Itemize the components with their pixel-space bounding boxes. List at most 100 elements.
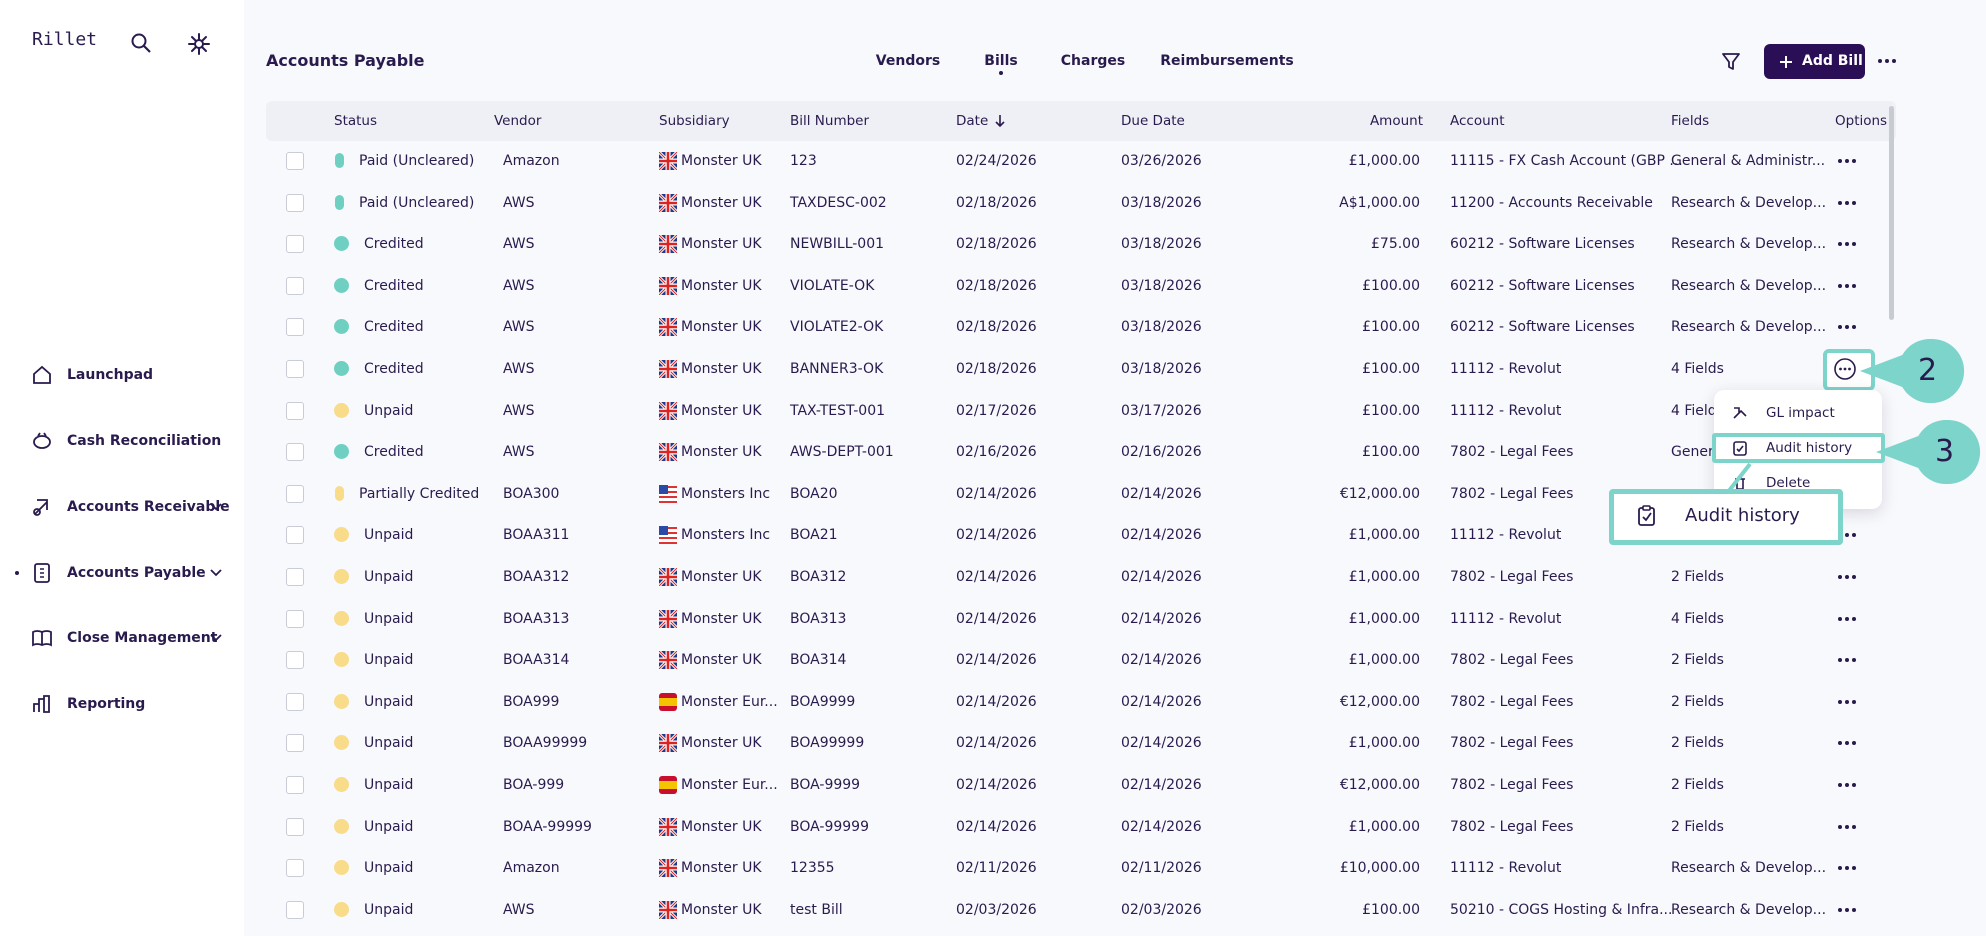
nav-item[interactable]: Launchpad xyxy=(67,367,154,383)
row-checkbox[interactable] xyxy=(286,817,304,836)
bill-number[interactable]: BOA313 xyxy=(790,610,847,627)
subsidiary: Monsters Inc xyxy=(681,527,771,544)
options-button[interactable] xyxy=(1836,319,1858,335)
bill-number[interactable]: BOA314 xyxy=(790,652,847,669)
row-checkbox[interactable] xyxy=(286,276,304,295)
options-button[interactable] xyxy=(1836,569,1858,585)
bill-number[interactable]: BOA-9999 xyxy=(790,777,861,793)
row-checkbox[interactable] xyxy=(286,484,304,503)
sparkle-icon[interactable] xyxy=(187,32,211,56)
bill-number[interactable]: TAXDESC-002 xyxy=(790,194,887,211)
nav-item[interactable]: Close Management xyxy=(67,630,218,646)
column-header[interactable]: Vendor xyxy=(494,113,542,129)
subsidiary: Monster UK xyxy=(681,860,762,877)
column-header[interactable]: Account xyxy=(1450,113,1505,129)
bill-number[interactable]: test Bill xyxy=(790,901,843,918)
bill-number[interactable]: VIOLATE-OK xyxy=(790,277,875,294)
column-header[interactable]: Amount xyxy=(1369,113,1423,129)
options-button[interactable] xyxy=(1836,777,1858,793)
row-checkbox[interactable] xyxy=(286,360,304,378)
tab[interactable]: Bills xyxy=(984,53,1018,69)
subsidiary: Monster UK xyxy=(681,735,762,752)
row-checkbox[interactable] xyxy=(286,235,304,254)
nav-item[interactable]: Reporting xyxy=(67,696,146,712)
row-checkbox[interactable] xyxy=(286,526,304,545)
chevron[interactable] xyxy=(209,567,223,579)
status: Unpaid xyxy=(364,610,414,627)
column-header[interactable]: Bill Number xyxy=(790,113,870,129)
row-checkbox[interactable] xyxy=(286,443,304,462)
tab[interactable]: Vendors xyxy=(875,53,941,69)
row-checkbox[interactable] xyxy=(286,193,304,212)
status: Partially Credited xyxy=(359,485,480,502)
nav-item[interactable]: Cash Reconciliation xyxy=(67,433,222,449)
row-checkbox[interactable] xyxy=(286,900,304,919)
vendor: BOAA314 xyxy=(503,652,570,669)
options-button[interactable] xyxy=(1836,611,1858,627)
search-icon[interactable] xyxy=(130,32,152,54)
account: 50210 - COGS Hosting & Infra... xyxy=(1450,901,1673,918)
bill-number[interactable]: 12355 xyxy=(790,860,835,877)
options-button[interactable] xyxy=(1836,902,1858,918)
options-button[interactable] xyxy=(1836,195,1858,211)
options-button[interactable] xyxy=(1836,278,1858,294)
chevron[interactable] xyxy=(209,501,223,513)
column-header[interactable]: Subsidiary xyxy=(659,113,730,129)
row-checkbox[interactable] xyxy=(286,734,304,753)
bill-number[interactable]: BOA-99999 xyxy=(790,818,869,835)
more-icon[interactable] xyxy=(1876,52,1898,70)
row-checkbox[interactable] xyxy=(286,609,304,628)
row-checkbox[interactable] xyxy=(286,568,304,586)
account: 7802 - Legal Fees xyxy=(1450,444,1574,461)
bill-number[interactable]: AWS-DEPT-001 xyxy=(790,444,894,461)
bill-number[interactable]: BOA21 xyxy=(790,527,838,544)
row-checkbox[interactable] xyxy=(286,401,304,420)
bill-number[interactable]: TAX-TEST-001 xyxy=(790,402,886,419)
filter-icon[interactable] xyxy=(1720,50,1742,72)
row-checkbox[interactable] xyxy=(286,152,304,170)
scrollbar[interactable] xyxy=(1889,106,1894,320)
bill-number[interactable]: NEWBILL-001 xyxy=(790,236,885,253)
tab[interactable]: Charges xyxy=(1060,53,1126,69)
bill-number[interactable]: BANNER3-OK xyxy=(790,361,884,377)
column-header[interactable]: Date xyxy=(956,113,989,129)
vendor: BOAA99999 xyxy=(503,735,588,752)
nav-item[interactable]: Accounts Receivable xyxy=(67,499,230,515)
vendor: Amazon xyxy=(503,153,560,169)
row-checkbox[interactable] xyxy=(286,859,304,878)
sort-icon[interactable] xyxy=(994,113,1006,129)
options-button[interactable] xyxy=(1836,735,1858,751)
chevron[interactable] xyxy=(209,632,223,644)
tab[interactable]: Reimbursements xyxy=(1160,53,1294,69)
options-open-icon[interactable] xyxy=(1833,357,1857,381)
row-checkbox[interactable] xyxy=(286,692,304,711)
column-header[interactable]: Status xyxy=(334,113,378,129)
bill-number[interactable]: BOA9999 xyxy=(790,693,856,710)
row-checkbox[interactable] xyxy=(286,318,304,337)
logo[interactable]: Rillet xyxy=(32,29,98,50)
options-button[interactable] xyxy=(1836,860,1858,876)
due-date: 02/14/2026 xyxy=(1121,777,1202,793)
options-button[interactable] xyxy=(1836,819,1858,835)
row-checkbox[interactable] xyxy=(286,651,304,670)
account: 11115 - FX Cash Account (GBP ... xyxy=(1450,153,1683,169)
column-header[interactable]: Due Date xyxy=(1121,113,1185,129)
bill-number[interactable]: BOA99999 xyxy=(790,735,865,752)
menu-item[interactable]: Audit history xyxy=(1766,440,1853,456)
bill-number[interactable]: BOA312 xyxy=(790,569,847,585)
menu-item[interactable]: GL impact xyxy=(1766,405,1835,421)
options-button[interactable] xyxy=(1836,694,1858,710)
options-button[interactable] xyxy=(1836,652,1858,668)
column-header[interactable]: Options xyxy=(1835,113,1888,129)
bill-number[interactable]: 123 xyxy=(790,153,817,169)
column-header[interactable]: Fields xyxy=(1671,113,1710,129)
menu-item[interactable]: Delete xyxy=(1766,475,1811,491)
bill-number[interactable]: VIOLATE2-OK xyxy=(790,319,884,336)
options-button[interactable] xyxy=(1836,236,1858,252)
bill-number[interactable]: BOA20 xyxy=(790,485,838,502)
row-checkbox[interactable] xyxy=(286,776,304,794)
add-bill-label[interactable]: Add Bill xyxy=(1802,53,1863,69)
nav-item[interactable]: Accounts Payable xyxy=(67,565,206,581)
options-button[interactable] xyxy=(1836,153,1858,169)
